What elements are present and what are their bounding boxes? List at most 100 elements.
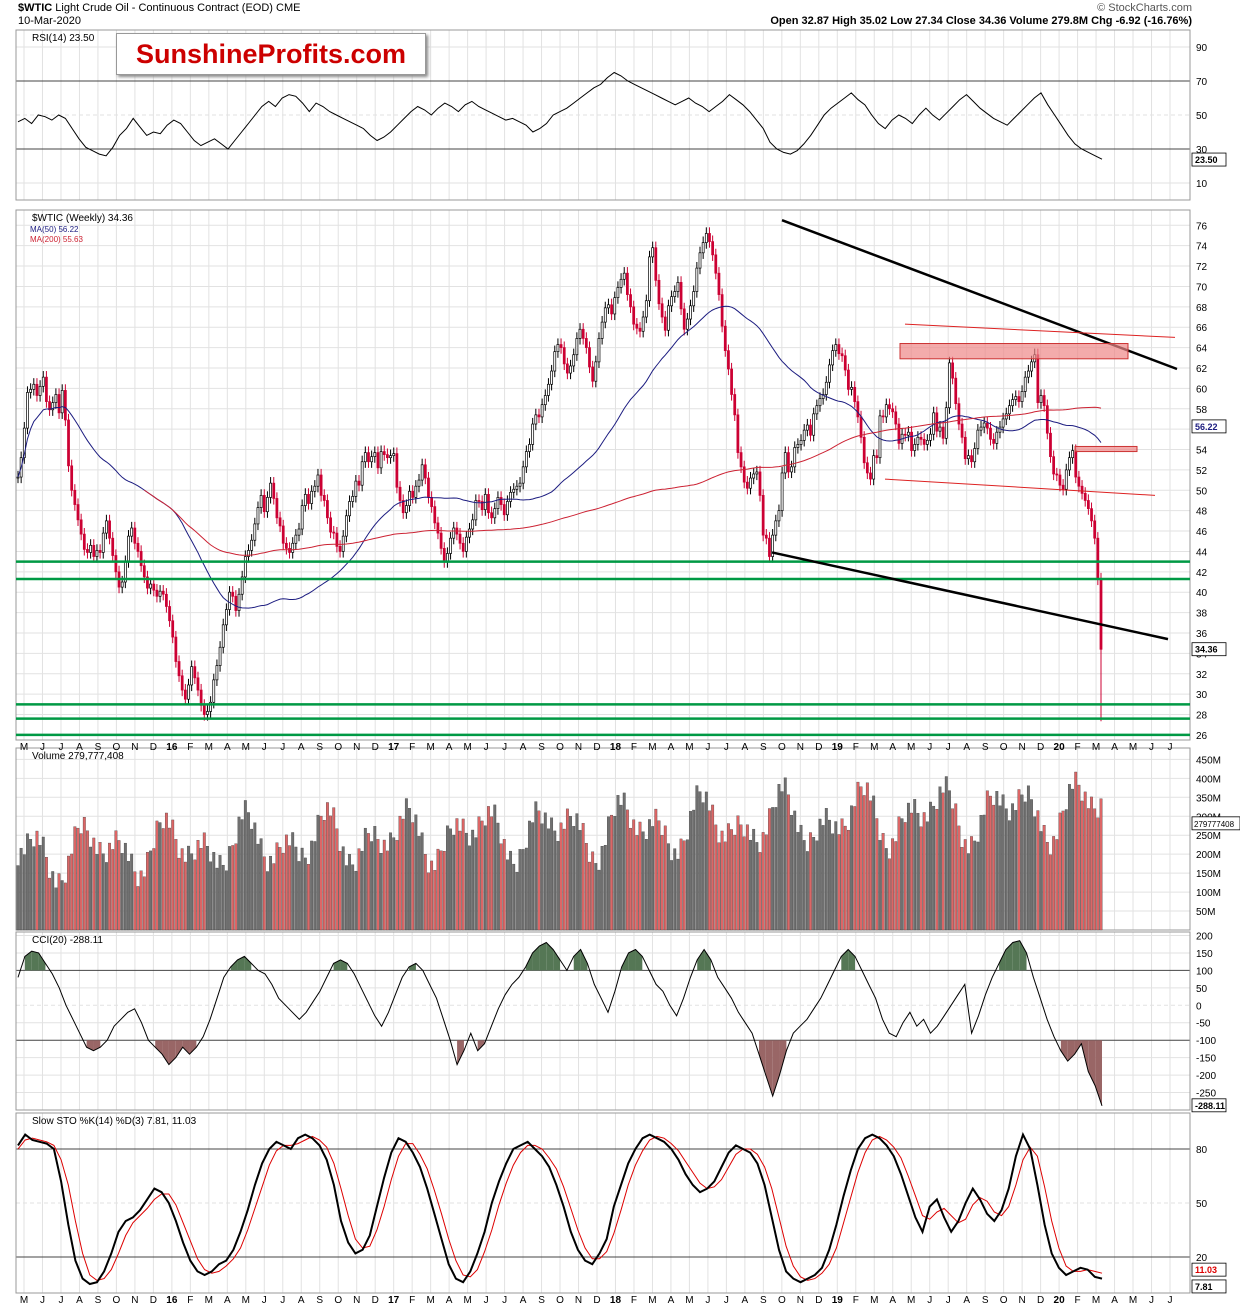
price-candle	[862, 436, 866, 464]
volume-bar	[92, 837, 96, 931]
volume-bar	[367, 833, 370, 931]
price-candle	[758, 471, 762, 496]
price-candle	[1077, 476, 1081, 487]
price-candle	[183, 689, 187, 700]
volume-bar	[584, 843, 588, 931]
x-axis-tick-label: F	[631, 742, 637, 753]
price-candle	[528, 444, 531, 452]
volume-bar	[834, 821, 838, 931]
volume-bar	[714, 824, 718, 931]
price-candle	[300, 505, 304, 530]
x-axis-tick-label: S	[760, 742, 767, 753]
volume-bar	[171, 819, 175, 931]
volume-bar	[622, 792, 626, 931]
volume-bar	[120, 853, 124, 931]
x-axis-tick-label: F	[853, 1295, 859, 1306]
x-axis-tick-label: J	[280, 1295, 285, 1306]
price-candle	[891, 408, 894, 413]
volume-bar	[430, 860, 434, 931]
price-candle	[218, 646, 222, 666]
volume-bar	[123, 842, 127, 931]
volume-bar	[1086, 808, 1090, 931]
volume-tick-label: 250M	[1196, 831, 1221, 842]
price-candle	[1004, 413, 1008, 420]
volume-bar	[354, 870, 358, 931]
price-candle	[989, 427, 992, 440]
price-candle	[878, 415, 882, 459]
price-candle	[768, 537, 771, 557]
volume-bar	[531, 822, 535, 931]
price-candle	[1036, 354, 1040, 403]
volume-bar	[550, 817, 554, 931]
price-candle	[452, 527, 456, 539]
volume-bar	[395, 840, 399, 931]
volume-bar	[48, 877, 51, 931]
volume-bar	[884, 848, 888, 931]
volume-bar	[853, 806, 857, 931]
ma50-line	[17, 305, 1102, 609]
volume-bar	[764, 834, 768, 931]
price-candle	[234, 595, 238, 611]
sunshine-profits-watermark: SunshineProfits.com	[116, 33, 426, 75]
volume-bar	[881, 833, 885, 931]
price-candle	[79, 519, 83, 535]
x-axis-tick-label: J	[262, 1295, 267, 1306]
x-axis-tick-label: J	[262, 742, 267, 753]
x-axis-tick-label: D	[150, 742, 157, 753]
cci-tick-label: 100	[1196, 966, 1213, 977]
rsi-line	[17, 71, 1103, 160]
price-candle	[925, 439, 929, 445]
price-candle	[512, 488, 516, 493]
volume-bar	[348, 854, 351, 931]
price-candle	[16, 476, 20, 479]
price-candle	[288, 548, 291, 553]
price-candle	[875, 455, 879, 459]
price-candle	[644, 300, 648, 318]
volume-bar	[989, 795, 992, 931]
price-candle	[73, 489, 77, 505]
volume-bar	[212, 852, 216, 931]
cci-overbought-fill	[546, 942, 554, 971]
price-candle	[1061, 484, 1065, 490]
price-candle	[954, 377, 958, 405]
cci-oversold-fill	[1074, 1040, 1082, 1055]
volume-bar	[19, 847, 23, 931]
price-candle	[474, 500, 478, 521]
price-candle	[626, 272, 629, 295]
volume-bar	[70, 853, 74, 931]
price-candle	[60, 390, 64, 414]
price-tick-label: 50	[1196, 486, 1208, 497]
price-candle	[354, 480, 358, 497]
price-candle	[550, 370, 553, 385]
price-candle	[1001, 418, 1005, 428]
price-candle	[872, 455, 876, 480]
x-axis-tick-label: M	[870, 742, 878, 753]
x-axis-tick-label: N	[353, 1295, 360, 1306]
volume-bar	[253, 822, 257, 931]
x-axis-tick-label: M	[20, 742, 28, 753]
price-candle	[480, 501, 484, 511]
sto-tick-label: 20	[1196, 1253, 1208, 1264]
price-candle	[622, 272, 626, 280]
price-candle	[553, 351, 557, 372]
price-candle	[313, 485, 317, 492]
price-candle	[704, 233, 708, 243]
panel-frame-price	[15, 209, 1191, 741]
price-candle	[417, 479, 421, 487]
price-tick-label: 68	[1196, 303, 1208, 314]
volume-bar	[919, 826, 923, 931]
price-candle	[543, 395, 547, 406]
price-candle	[158, 590, 162, 597]
price-candle	[1052, 456, 1056, 475]
volume-bar	[774, 807, 778, 931]
volume-bar	[619, 804, 623, 931]
price-candle	[468, 528, 471, 538]
volume-bar	[695, 785, 699, 931]
x-axis-tick-label: S	[316, 1295, 323, 1306]
volume-bar	[101, 853, 105, 931]
price-candle	[752, 473, 756, 479]
volume-bar	[711, 804, 715, 931]
volume-bar	[1011, 803, 1015, 931]
x-axis-tick-label: 19	[832, 1295, 844, 1306]
